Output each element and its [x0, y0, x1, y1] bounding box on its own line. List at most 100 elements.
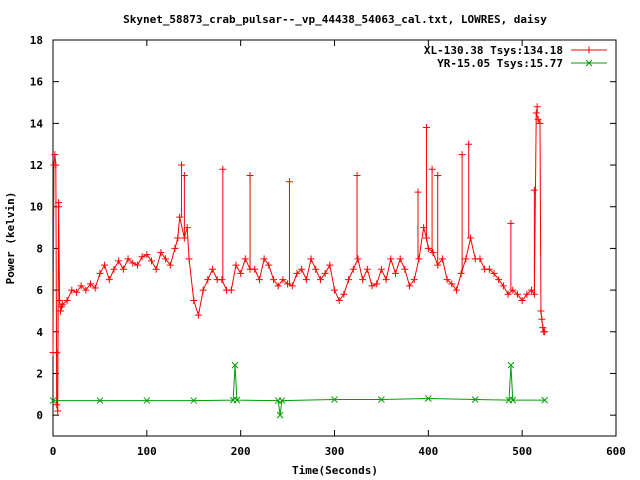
data-point [251, 265, 259, 273]
legend-swatch-xl [571, 46, 607, 54]
data-point [476, 255, 484, 263]
data-point [349, 265, 357, 273]
data-point [232, 261, 240, 269]
data-point [284, 280, 292, 288]
y-tick-label: 6 [36, 284, 43, 297]
spike-point [414, 188, 422, 196]
data-point [133, 261, 141, 269]
data-point [174, 234, 182, 242]
data-point [190, 397, 198, 404]
data-point [148, 257, 156, 265]
data-point [316, 276, 324, 284]
data-point [87, 280, 95, 288]
data-point [218, 276, 226, 284]
data-point [68, 286, 76, 294]
y-axis-label: Power (kelvin) [4, 192, 17, 285]
data-point [401, 265, 409, 273]
axis-ticks: 0 100 200 300 400 500 600 0 2 4 6 8 10 12 14 16 18 [30, 34, 626, 458]
data-point [391, 269, 399, 277]
y-tick-label: 8 [36, 242, 43, 255]
data-point [110, 265, 118, 273]
data-point [298, 265, 306, 273]
data-point [293, 269, 301, 277]
data-point [129, 259, 137, 267]
data-point [331, 396, 338, 403]
data-point [96, 397, 104, 404]
data-point [57, 307, 65, 315]
data-point [326, 261, 334, 269]
x-tick-label: 500 [512, 445, 532, 458]
data-point [82, 286, 90, 294]
data-point [345, 276, 353, 284]
data-point [541, 396, 549, 404]
data-point [321, 269, 329, 277]
data-point [518, 297, 526, 305]
data-point [51, 151, 59, 159]
data-point [274, 282, 282, 290]
x-tick-label: 200 [231, 445, 251, 458]
data-point [307, 255, 315, 263]
data-point [119, 265, 127, 273]
data-point [72, 288, 80, 296]
data-point [377, 265, 385, 273]
data-point [396, 255, 404, 263]
spike-point [428, 165, 436, 173]
spike-point [178, 161, 186, 169]
data-point [260, 255, 268, 263]
data-point [91, 284, 99, 292]
data-point [523, 290, 531, 298]
data-point [462, 255, 470, 263]
data-point [378, 396, 385, 403]
data-point [143, 251, 151, 259]
data-point [471, 396, 479, 403]
data-point [56, 297, 64, 305]
data-point [199, 286, 207, 294]
series-line [52, 112, 545, 412]
data-point [143, 397, 151, 404]
data-point [162, 255, 170, 263]
data-point [302, 276, 310, 284]
data-point [288, 282, 296, 290]
data-point [241, 255, 249, 263]
data-point [237, 269, 245, 277]
data-point [538, 315, 546, 323]
data-point [190, 297, 198, 305]
data-point [509, 396, 517, 404]
data-point [101, 261, 109, 269]
plot-frame [52, 39, 617, 437]
data-point [495, 276, 503, 284]
data-point [490, 269, 498, 277]
spike-point [434, 171, 442, 179]
data-point [54, 407, 62, 415]
data-point [204, 276, 212, 284]
data-point [96, 269, 104, 277]
spike-point [219, 165, 227, 173]
x-tick-label: 400 [418, 445, 438, 458]
data-point [438, 255, 446, 263]
y-tick-label: 14 [30, 117, 44, 130]
data-point [532, 109, 540, 117]
data-point [231, 361, 239, 369]
data-point [541, 328, 549, 336]
data-point [406, 282, 414, 290]
legend-marker [585, 46, 593, 54]
spike-point [530, 186, 538, 194]
data-point [209, 265, 217, 273]
y-tick-label: 18 [30, 34, 43, 47]
data-point [331, 286, 338, 294]
data-point [513, 290, 521, 298]
data-point [424, 395, 432, 402]
y-tick-label: 0 [36, 409, 43, 422]
x-tick-label: 0 [50, 445, 57, 458]
y-tick-label: 4 [36, 326, 43, 339]
data-point [415, 255, 423, 263]
data-point [77, 282, 85, 290]
data-point [387, 255, 395, 263]
data-point [382, 276, 390, 284]
data-point [49, 397, 57, 404]
data-point [152, 265, 160, 273]
data-point [354, 255, 362, 263]
data-point [373, 280, 381, 288]
data-point [504, 290, 512, 298]
data-point [312, 265, 320, 273]
